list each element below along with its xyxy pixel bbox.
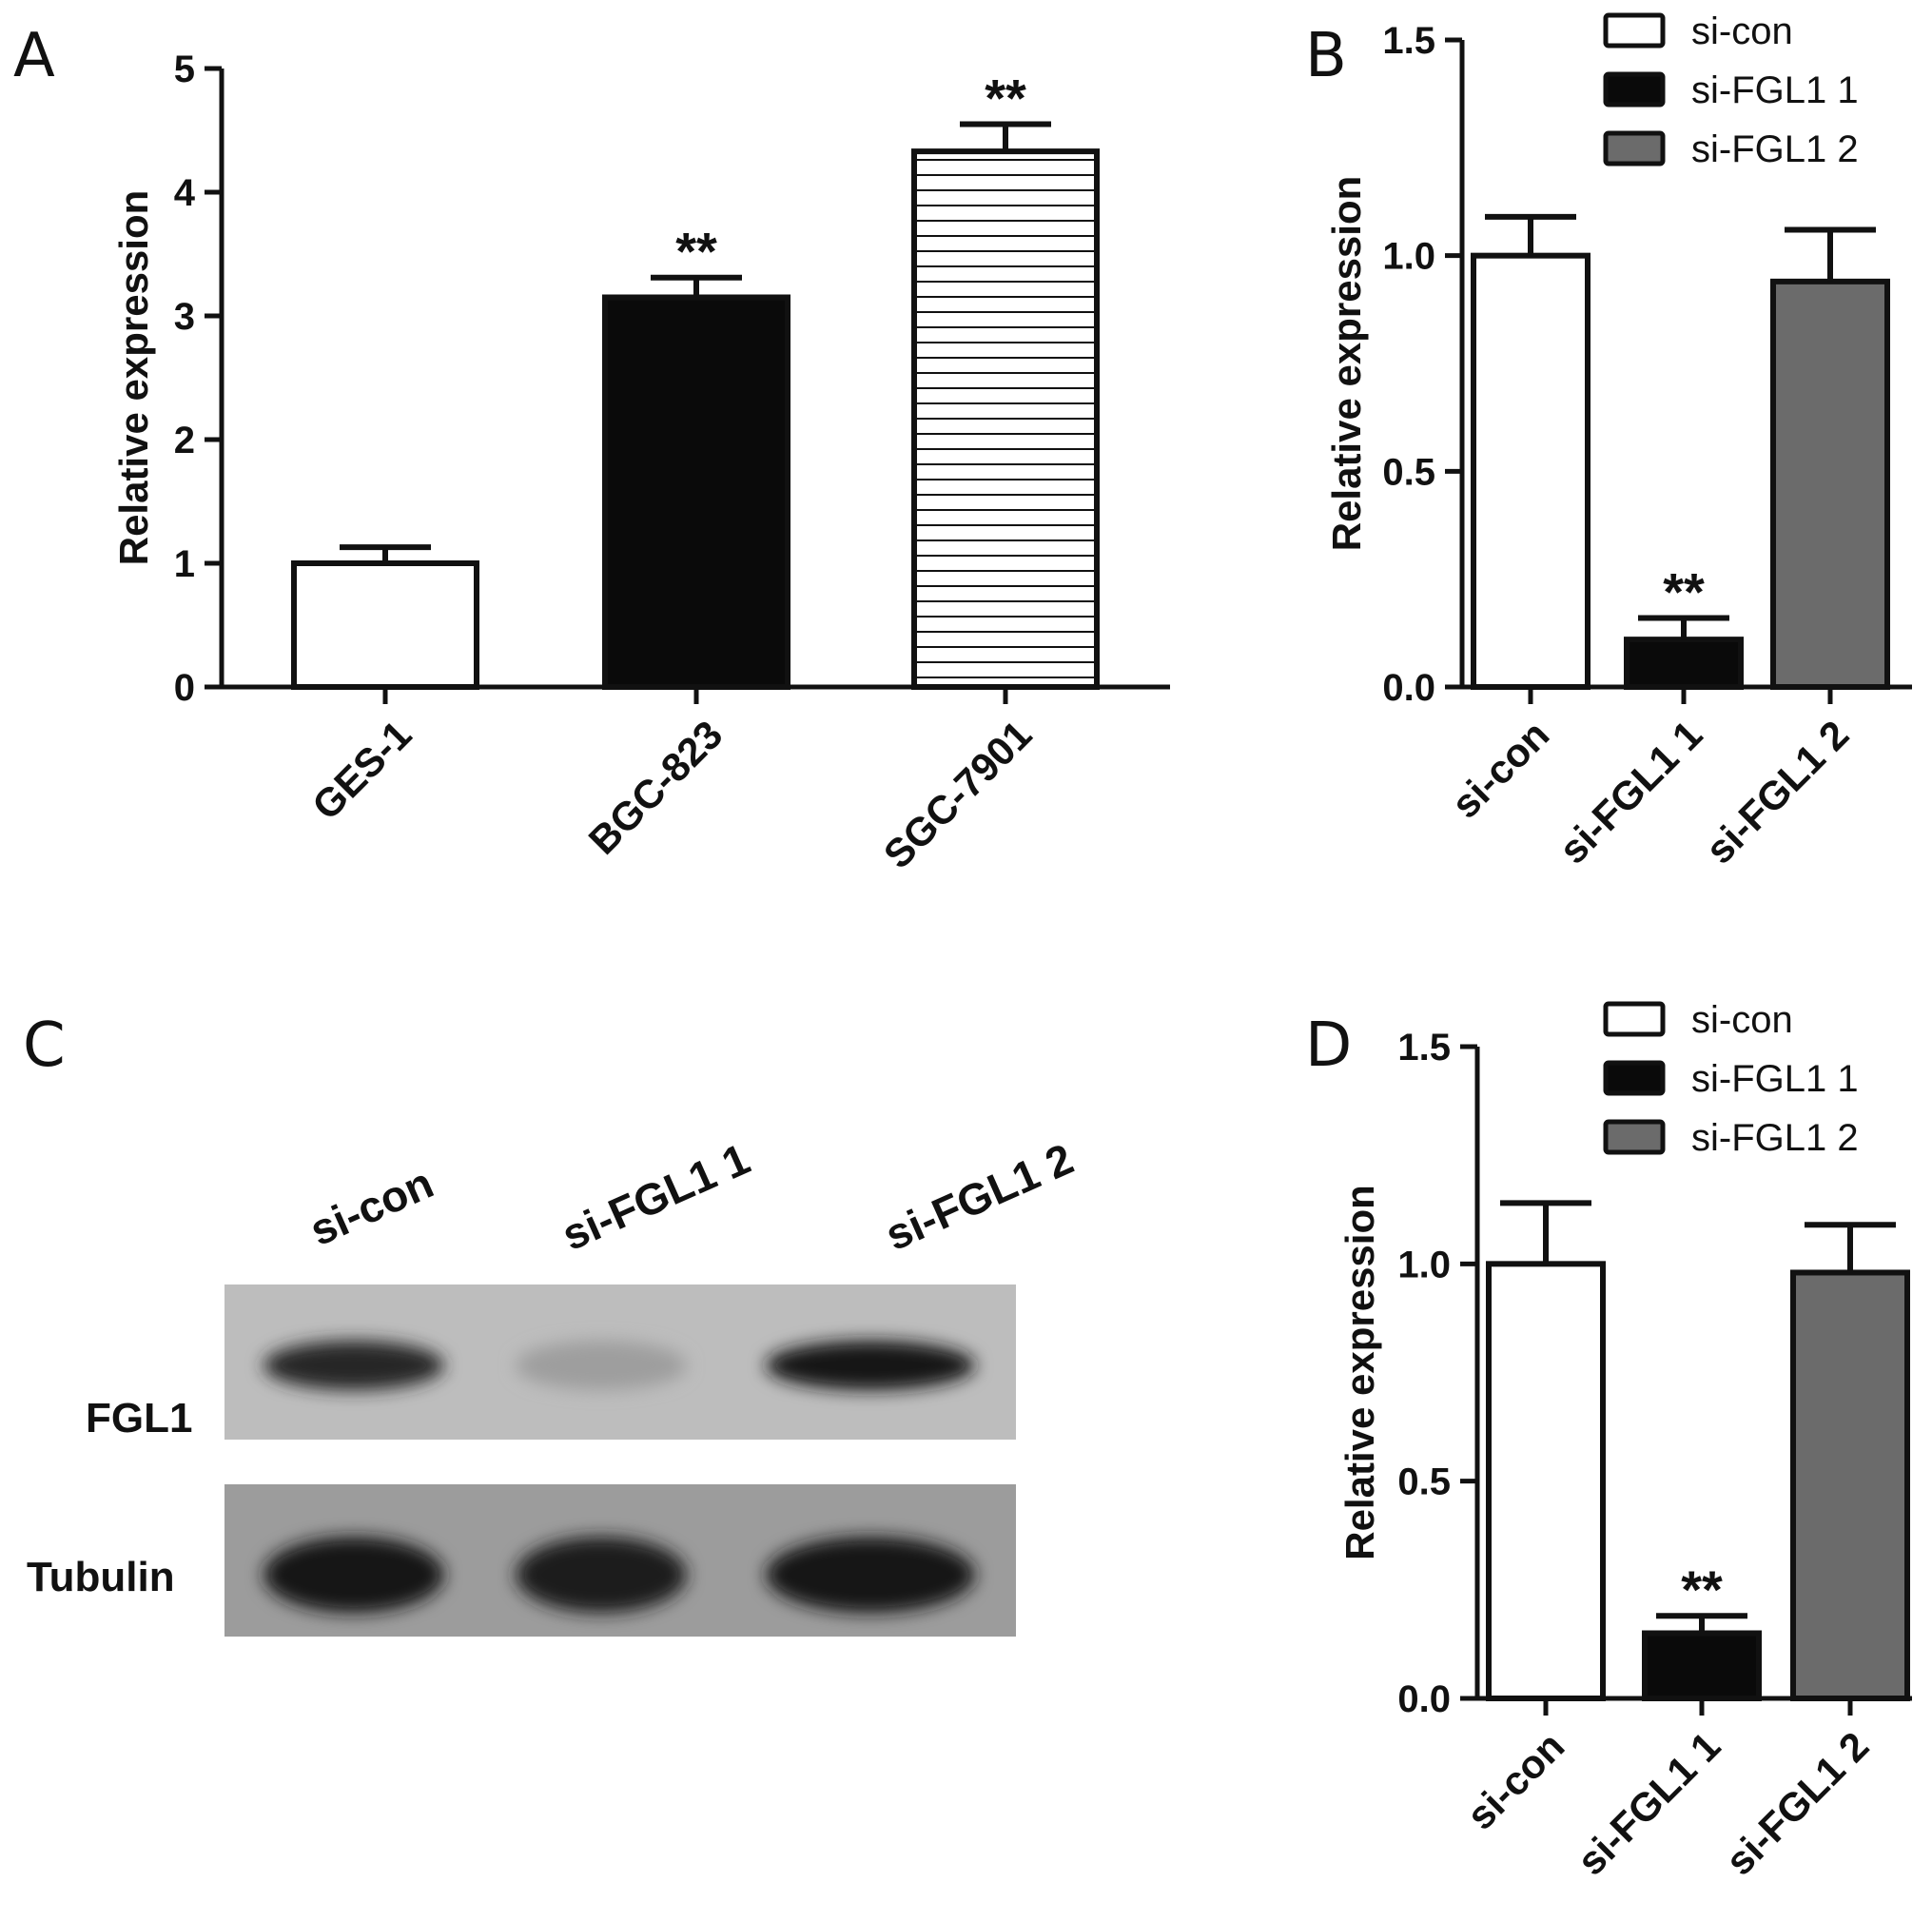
significance-marker: ** <box>985 69 1026 128</box>
legend-swatch-si-fgl1-2 <box>1603 1119 1666 1155</box>
y-tick-label: 0.0 <box>1382 667 1435 709</box>
significance-marker: ** <box>1663 561 1705 621</box>
blot-lane-label-si-fgl1-1: si-FGL1 1 <box>555 1133 757 1260</box>
y-axis-title: Relative expression <box>111 190 156 566</box>
legend-label-si-fgl1-2: si-FGL1 2 <box>1691 1117 1859 1159</box>
y-tick-label: 1.5 <box>1382 20 1435 62</box>
significance-marker: ** <box>675 222 717 282</box>
y-axis-title: Relative expression <box>1337 1185 1382 1560</box>
x-tick-label: SGC-7901 <box>875 712 1041 877</box>
x-tick-label: si-FGL1 2 <box>1697 712 1858 873</box>
bar-si-fgl1-2 <box>1770 278 1890 690</box>
blot-band-fgl1-lane-3 <box>766 1341 975 1390</box>
bar-bgc-823 <box>602 294 790 690</box>
blot-row-label-fgl1: FGL1 <box>86 1395 192 1442</box>
bar-si-fgl1-1 <box>1642 1630 1762 1701</box>
legend-swatch-si-fgl1-2 <box>1603 130 1666 167</box>
y-tick-label: 1 <box>174 543 195 585</box>
bar-si-fgl1-2 <box>1790 1269 1910 1701</box>
legend-label-si-con: si-con <box>1691 999 1793 1041</box>
panel-letter-d: D <box>1305 1010 1352 1081</box>
panel-letter-b: B <box>1305 21 1347 91</box>
x-tick-label: si-FGL1 1 <box>1569 1723 1729 1884</box>
blot-band-fgl1-lane-2 <box>516 1341 687 1390</box>
y-tick-label: 5 <box>174 49 195 90</box>
y-tick-label: 0.0 <box>1397 1678 1451 1720</box>
blot-row-label-tubulin: Tubulin <box>27 1554 175 1600</box>
panel-letter-c: C <box>23 1010 66 1081</box>
blot-band-fgl1-lane-1 <box>263 1341 444 1390</box>
legend-label-si-fgl1-2: si-FGL1 2 <box>1691 128 1859 170</box>
x-tick-label: GES-1 <box>303 712 420 828</box>
y-tick-label: 0 <box>174 667 195 709</box>
y-tick-label: 1.5 <box>1397 1027 1451 1069</box>
legend-label-si-fgl1-1: si-FGL1 1 <box>1691 69 1859 111</box>
y-tick-label: 2 <box>174 420 195 461</box>
blot-band-tubulin-lane-1 <box>263 1537 444 1613</box>
western-blot-panel: si-con si-FGL1 1 si-FGL1 2 FGL1 Tubulin <box>27 1133 1081 1637</box>
legend-label-si-fgl1-1: si-FGL1 1 <box>1691 1058 1859 1100</box>
x-tick-label: BGC-823 <box>580 712 732 863</box>
blot-lane-label-si-fgl1-2: si-FGL1 2 <box>878 1133 1081 1260</box>
legend-swatch-si-fgl1-1 <box>1603 1060 1666 1096</box>
x-tick-label: si-con <box>1458 1723 1573 1838</box>
legend-label-si-con: si-con <box>1691 10 1793 52</box>
blot-lane-label-si-con: si-con <box>302 1158 440 1256</box>
legend-swatch-si-fgl1-1 <box>1603 71 1666 108</box>
panel-letter-a: A <box>13 21 55 91</box>
bar-si-con <box>1486 1261 1606 1702</box>
blot-band-tubulin-lane-2 <box>516 1537 687 1613</box>
bar-si-fgl1-1 <box>1624 637 1744 691</box>
y-tick-label: 0.5 <box>1382 451 1435 493</box>
bar-sgc-7901 <box>911 148 1100 691</box>
x-tick-label: si-FGL1 1 <box>1551 712 1711 873</box>
chart-panel-a: 0 1 2 3 4 5 Relative expression GES-1 BGC-823 ** S… <box>111 49 1170 877</box>
bar-ges-1 <box>291 560 479 690</box>
y-axis-title: Relative expression <box>1324 176 1369 552</box>
y-tick-label: 4 <box>174 172 196 214</box>
blot-band-tubulin-lane-3 <box>766 1537 975 1613</box>
legend-swatch-si-con <box>1603 12 1666 49</box>
y-tick-label: 0.5 <box>1397 1461 1451 1503</box>
y-tick-label: 3 <box>174 296 195 338</box>
y-tick-label: 1.0 <box>1397 1244 1451 1285</box>
bar-si-con <box>1471 252 1590 690</box>
x-tick-label: si-FGL1 2 <box>1717 1723 1878 1884</box>
significance-marker: ** <box>1681 1559 1723 1619</box>
y-tick-label: 1.0 <box>1382 236 1435 278</box>
x-tick-label: si-con <box>1443 712 1558 827</box>
legend-swatch-si-con <box>1603 1001 1666 1037</box>
